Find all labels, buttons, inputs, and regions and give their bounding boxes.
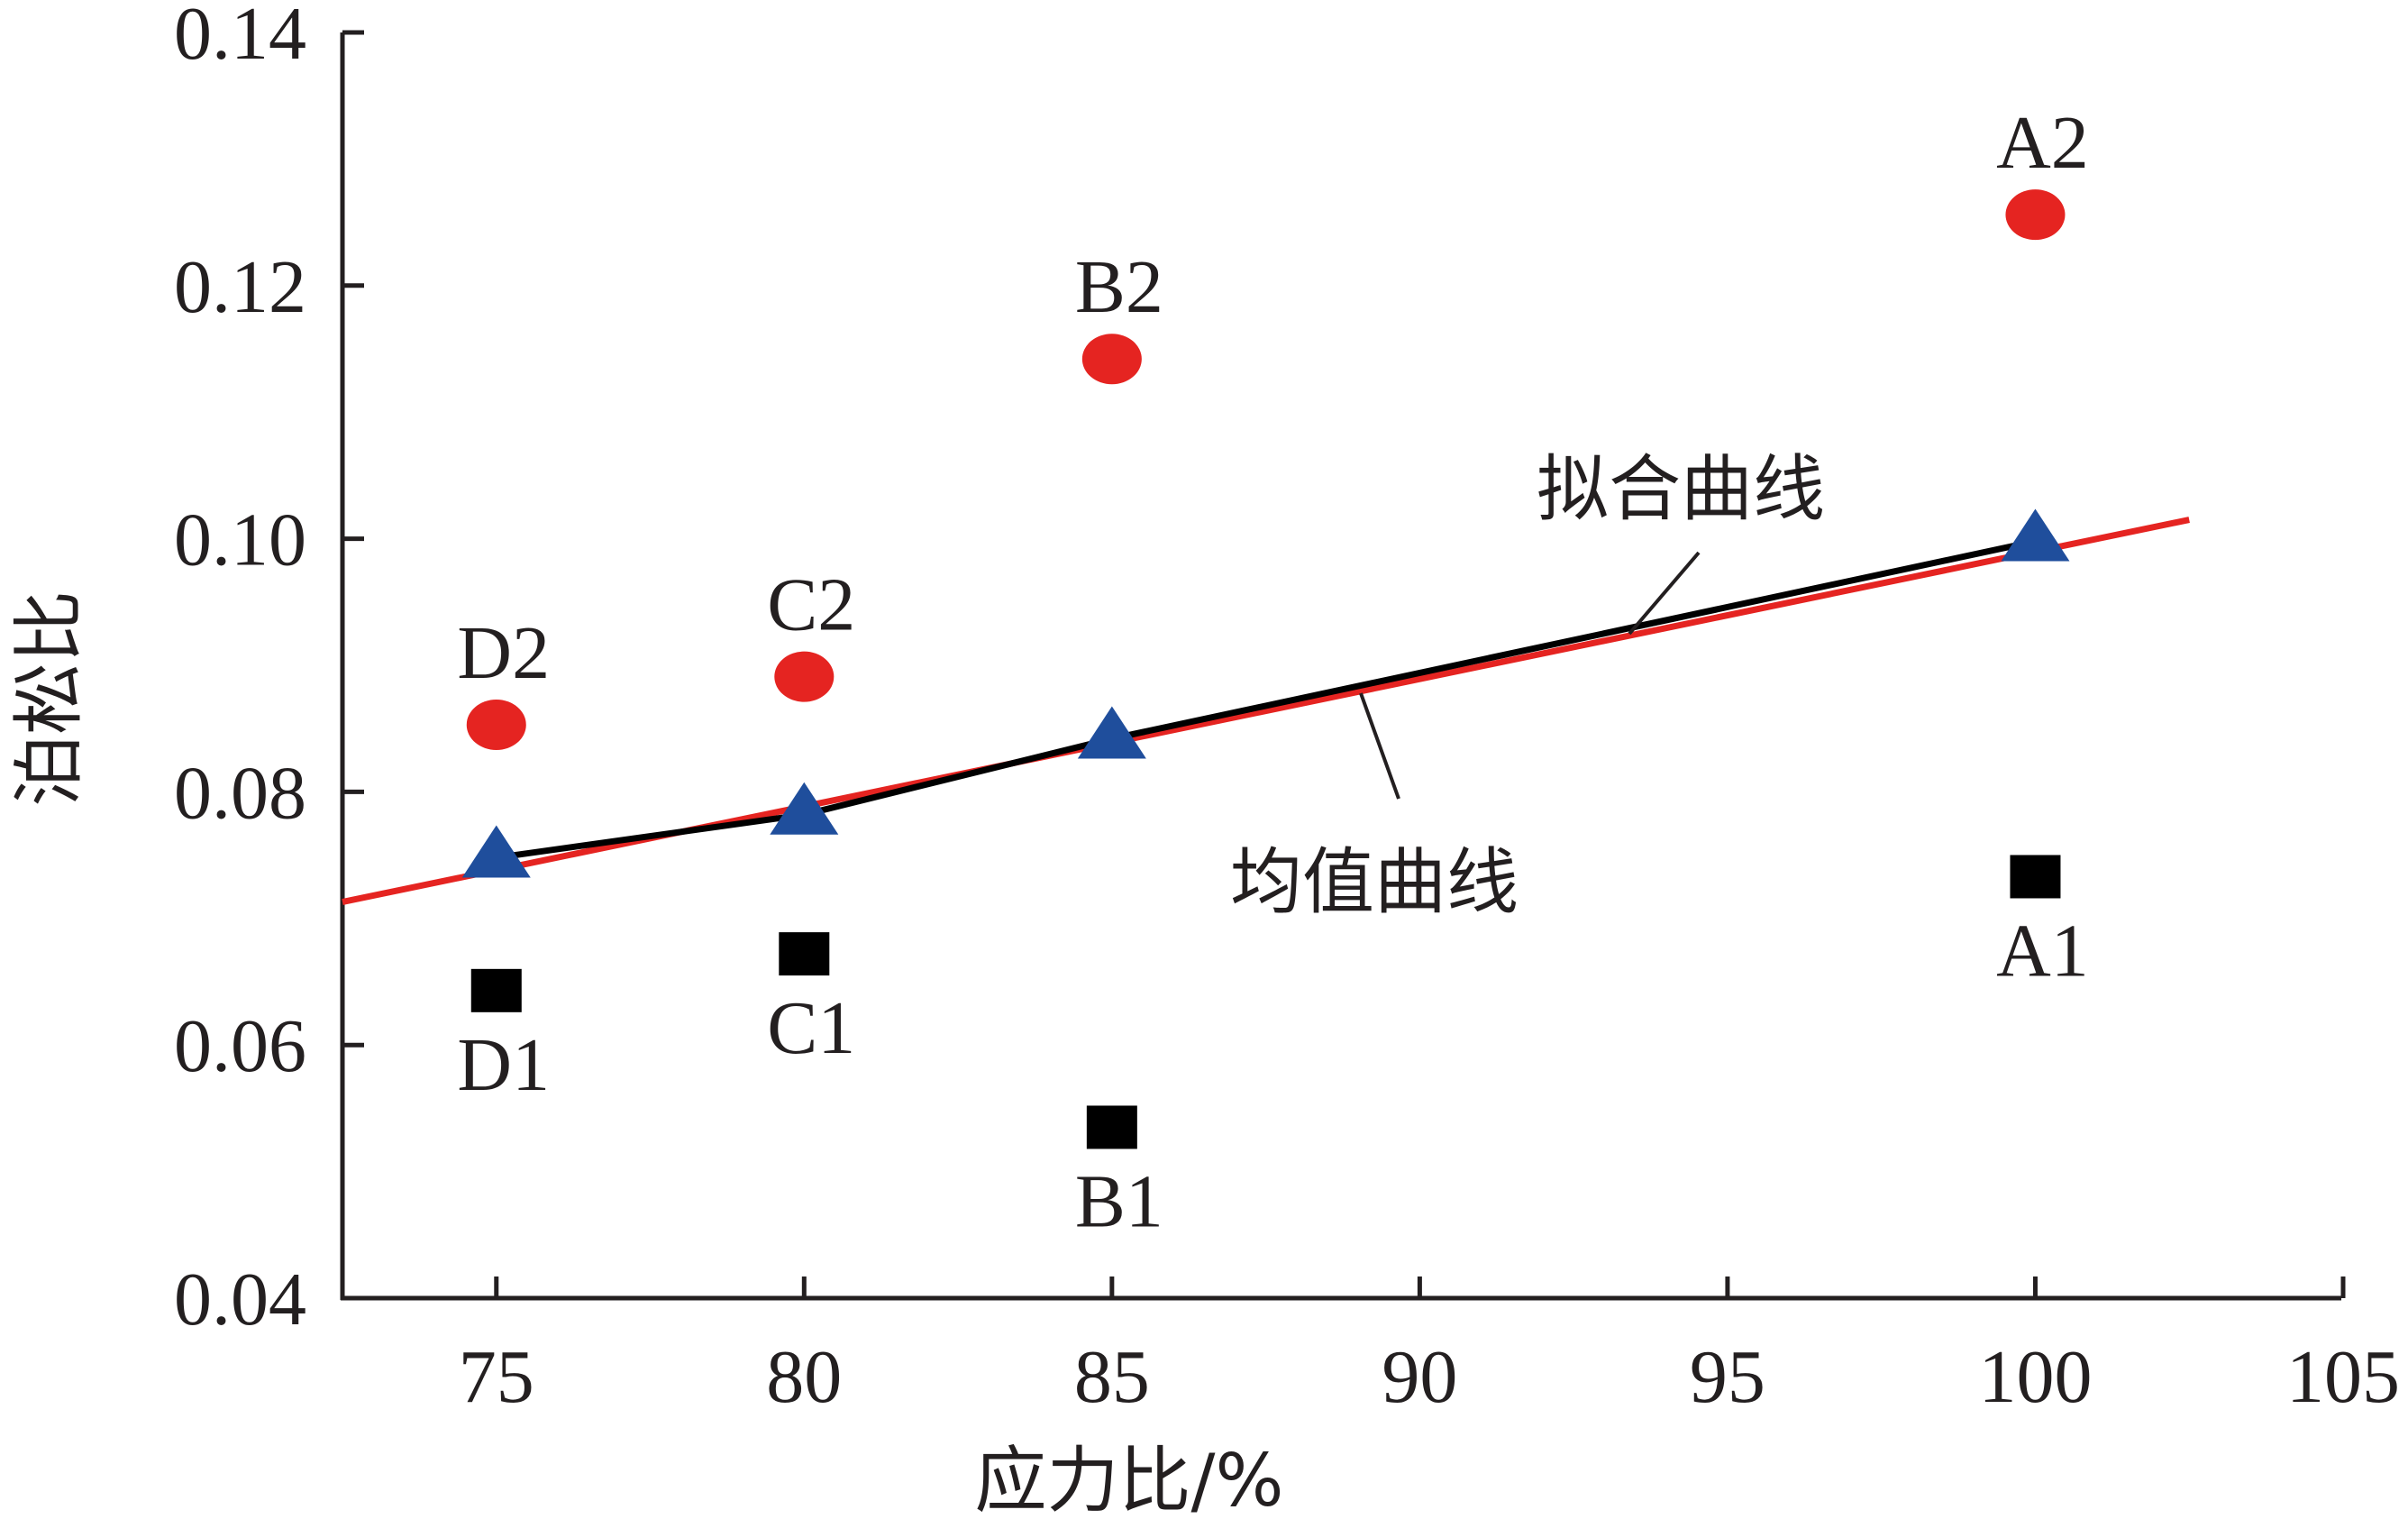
y-axis-title: 泊松比 — [7, 590, 91, 807]
point-label: D2 — [457, 611, 550, 695]
point-label: B1 — [1075, 1159, 1163, 1243]
circle-marker — [774, 651, 835, 702]
x-axis-title: 应力比/% — [975, 1439, 1284, 1519]
fit-line-annotation: 拟合曲线 — [1537, 447, 1825, 531]
mean-curve-line — [496, 537, 2037, 861]
triangle-marker — [1077, 706, 1146, 759]
circle-marker — [466, 699, 526, 750]
circle-marker — [2005, 189, 2066, 241]
x-tick-label: 85 — [1074, 1335, 1150, 1419]
triangle-marker — [2001, 508, 2070, 562]
marker-layer — [461, 189, 2070, 1149]
point-label: C2 — [767, 563, 855, 647]
x-tick-label: 100 — [1978, 1335, 2092, 1419]
point-label: D1 — [457, 1023, 550, 1107]
square-marker — [1086, 1105, 1137, 1149]
x-tick-label: 80 — [766, 1335, 842, 1419]
square-marker — [470, 968, 522, 1012]
square-marker — [2010, 855, 2061, 899]
x-tick-label: 90 — [1382, 1335, 1457, 1419]
x-tick-label: 105 — [2286, 1335, 2400, 1419]
mean-curve-callout — [1359, 692, 1400, 800]
y-tick-label: 0.10 — [174, 499, 306, 582]
square-marker — [779, 932, 830, 976]
circle-marker — [1081, 334, 1142, 385]
point-label: A1 — [1996, 909, 2089, 993]
x-tick-label: 75 — [459, 1335, 534, 1419]
axis-ticks: 75 80 85 90 95 100 105 0.04 0.06 0.08 0.10 0.12 0.14 — [174, 0, 2400, 1419]
fit-line-callout — [1628, 551, 1701, 636]
triangle-marker — [770, 782, 839, 835]
triangle-marker — [461, 825, 531, 878]
point-label: B2 — [1075, 245, 1163, 329]
point-label: C1 — [767, 986, 855, 1070]
y-tick-label: 0.06 — [174, 1004, 306, 1088]
mean-curve-layer — [496, 537, 2037, 861]
y-tick-label: 0.08 — [174, 751, 306, 835]
point-label: A2 — [1996, 101, 2089, 185]
x-tick-label: 95 — [1690, 1335, 1765, 1419]
y-tick-label: 0.14 — [174, 0, 306, 76]
y-tick-label: 0.04 — [174, 1258, 306, 1341]
point-label-layer: D1 C1 B1 A1 D2 C2 B2 A2 — [457, 101, 2088, 1243]
mean-curve-annotation: 均值曲线 — [1230, 840, 1519, 924]
y-tick-label: 0.12 — [174, 245, 306, 329]
